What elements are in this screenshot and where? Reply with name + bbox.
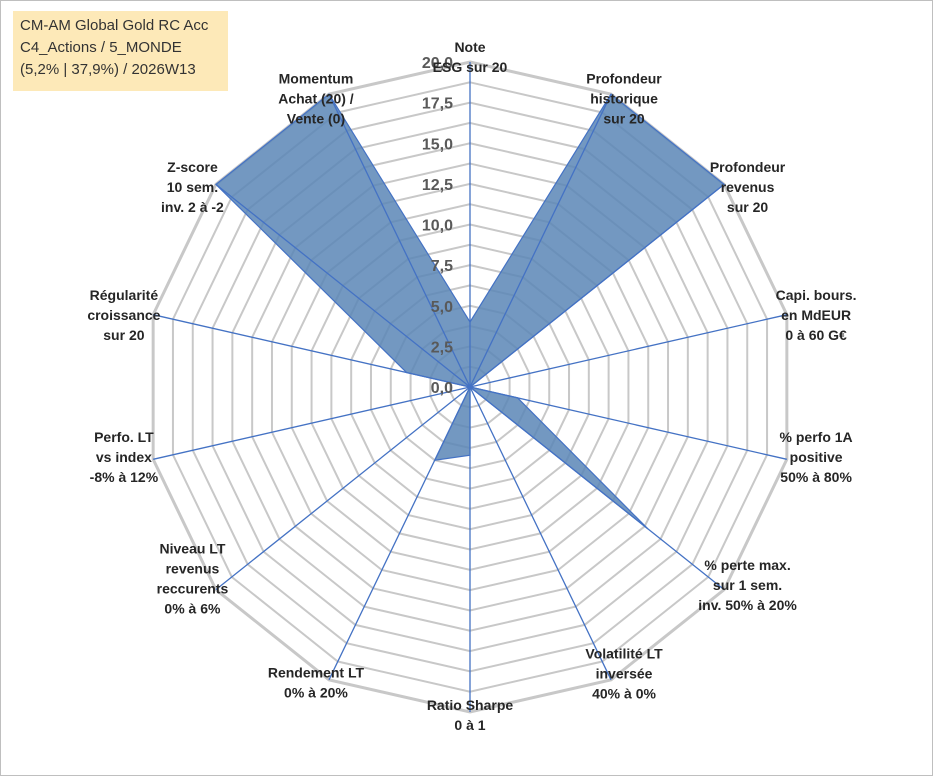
tick-label-2: 5,0 — [431, 299, 453, 316]
axis-label-line: 0 à 1 — [454, 717, 485, 733]
axis-label-line: croissance — [87, 307, 160, 323]
tick-label-1: 2,5 — [431, 339, 453, 356]
axis-label-line: 0% à 20% — [284, 684, 348, 700]
axis-label-line: sur 1 sem. — [713, 577, 782, 593]
axis-label-2: Profondeur historique sur 20 — [586, 71, 662, 127]
axis-label-line: sur 20 — [603, 111, 644, 127]
axis-label-line: Momentum — [279, 71, 354, 87]
axis-label-line: revenus — [721, 179, 775, 195]
tick-label-7: 17,5 — [422, 96, 453, 113]
axis-label-line: 50% à 80% — [780, 469, 852, 485]
spoke-11 — [153, 386, 471, 460]
tick-label-6: 15,0 — [422, 136, 453, 153]
axis-label-line: Volatilité LT — [585, 645, 663, 661]
axis-label-line: Z-score — [167, 159, 218, 175]
axis-label-line: Rendement LT — [268, 664, 365, 680]
axis-label-line: Capi. bours. — [776, 287, 857, 303]
axis-label-line: historique — [590, 91, 658, 107]
axis-label-5: % perfo 1A positive 50% à 80% — [780, 429, 853, 485]
axis-label-line: reccurents — [157, 581, 229, 597]
axis-label-line: 0 à 60 G€ — [785, 327, 847, 343]
axis-label-line: % perte max. — [704, 557, 790, 573]
axis-label-line: % perfo 1A — [780, 429, 853, 445]
axis-label-1: Note ESG sur 20 — [433, 39, 508, 75]
spoke-14 — [328, 93, 471, 388]
axis-label-line: 0% à 6% — [164, 601, 221, 617]
axis-label-line: ESG sur 20 — [433, 59, 508, 75]
tick-label-4: 10,0 — [422, 218, 453, 235]
axis-label-9: Rendement LT 0% à 20% — [268, 664, 365, 700]
tick-label-0: 0,0 — [431, 380, 453, 397]
axis-label-7: Volatilité LT inversée 40% à 0% — [585, 645, 663, 701]
spoke-6 — [469, 386, 725, 591]
axis-label-line: -8% à 12% — [90, 469, 159, 485]
axis-label-6: % perte max. sur 1 sem. inv. 50% à 20% — [698, 557, 797, 613]
fund-name: CM-AM Global Gold RC Acc — [20, 17, 209, 34]
axis-label-line: 10 sem. — [167, 179, 218, 195]
axis-label-4: Capi. bours. en MdEUR 0 à 60 G€ — [776, 287, 857, 343]
spoke-3 — [469, 183, 725, 388]
fund-stats: (5,2% | 37,9%) / 2026W13 — [20, 61, 196, 78]
radial-tick-labels: 0,0 2,5 5,0 7,5 10,0 12,5 15,0 17,5 20,0 — [422, 55, 453, 397]
axis-label-line: revenus — [166, 561, 220, 577]
axis-label-10: Niveau LT revenus reccurents 0% à 6% — [157, 541, 229, 617]
axis-label-line: sur 20 — [727, 199, 768, 215]
spoke-10 — [215, 386, 471, 591]
spoke-7 — [469, 386, 612, 681]
axis-label-line: inv. 50% à 20% — [698, 597, 797, 613]
axis-label-3: Profondeur revenus sur 20 — [710, 159, 786, 215]
axis-label-line: Perfo. LT — [94, 429, 154, 445]
axis-label-line: positive — [790, 449, 843, 465]
axis-label-line: Ratio Sharpe — [427, 697, 514, 713]
axis-label-line: Profondeur — [586, 71, 662, 87]
fund-category: C4_Actions / 5_MONDE — [20, 39, 182, 56]
axis-label-14: Momentum Achat (20) / Vente (0) — [278, 71, 354, 127]
axis-label-line: Achat (20) / — [278, 91, 354, 107]
axis-label-line: Niveau LT — [160, 541, 226, 557]
axis-label-12: Régularité croissance sur 20 — [87, 287, 160, 343]
tick-label-5: 12,5 — [422, 177, 453, 194]
axis-labels: Note ESG sur 20 Profondeur historique sur 20… — [87, 39, 856, 733]
axis-label-8: Ratio Sharpe 0 à 1 — [427, 697, 514, 733]
axis-label-line: inv. 2 à -2 — [161, 199, 224, 215]
tick-label-8: 20,0 — [422, 55, 453, 72]
tick-label-3: 7,5 — [431, 258, 453, 275]
axis-label-11: Perfo. LT vs index -8% à 12% — [90, 429, 159, 485]
radar-series — [153, 62, 787, 712]
spoke-9 — [328, 386, 471, 681]
axis-label-line: inversée — [596, 665, 653, 681]
axis-label-line: vs index — [96, 449, 152, 465]
spoke-4 — [469, 314, 787, 388]
spoke-13 — [215, 183, 471, 388]
axis-label-line: sur 20 — [103, 327, 144, 343]
axis-label-line: Vente (0) — [287, 111, 345, 127]
axis-label-line: Note — [454, 39, 485, 55]
axis-label-line: 40% à 0% — [592, 685, 656, 701]
axis-label-13: Z-score 10 sem. inv. 2 à -2 — [161, 159, 224, 215]
axis-label-line: Régularité — [90, 287, 159, 303]
axis-label-line: en MdEUR — [781, 307, 851, 323]
axis-label-line: Profondeur — [710, 159, 786, 175]
spoke-2 — [469, 93, 612, 388]
spoke-12 — [153, 314, 471, 388]
fund-info-box: CM-AM Global Gold RC Acc C4_Actions / 5_… — [13, 11, 228, 91]
spoke-5 — [469, 386, 787, 460]
